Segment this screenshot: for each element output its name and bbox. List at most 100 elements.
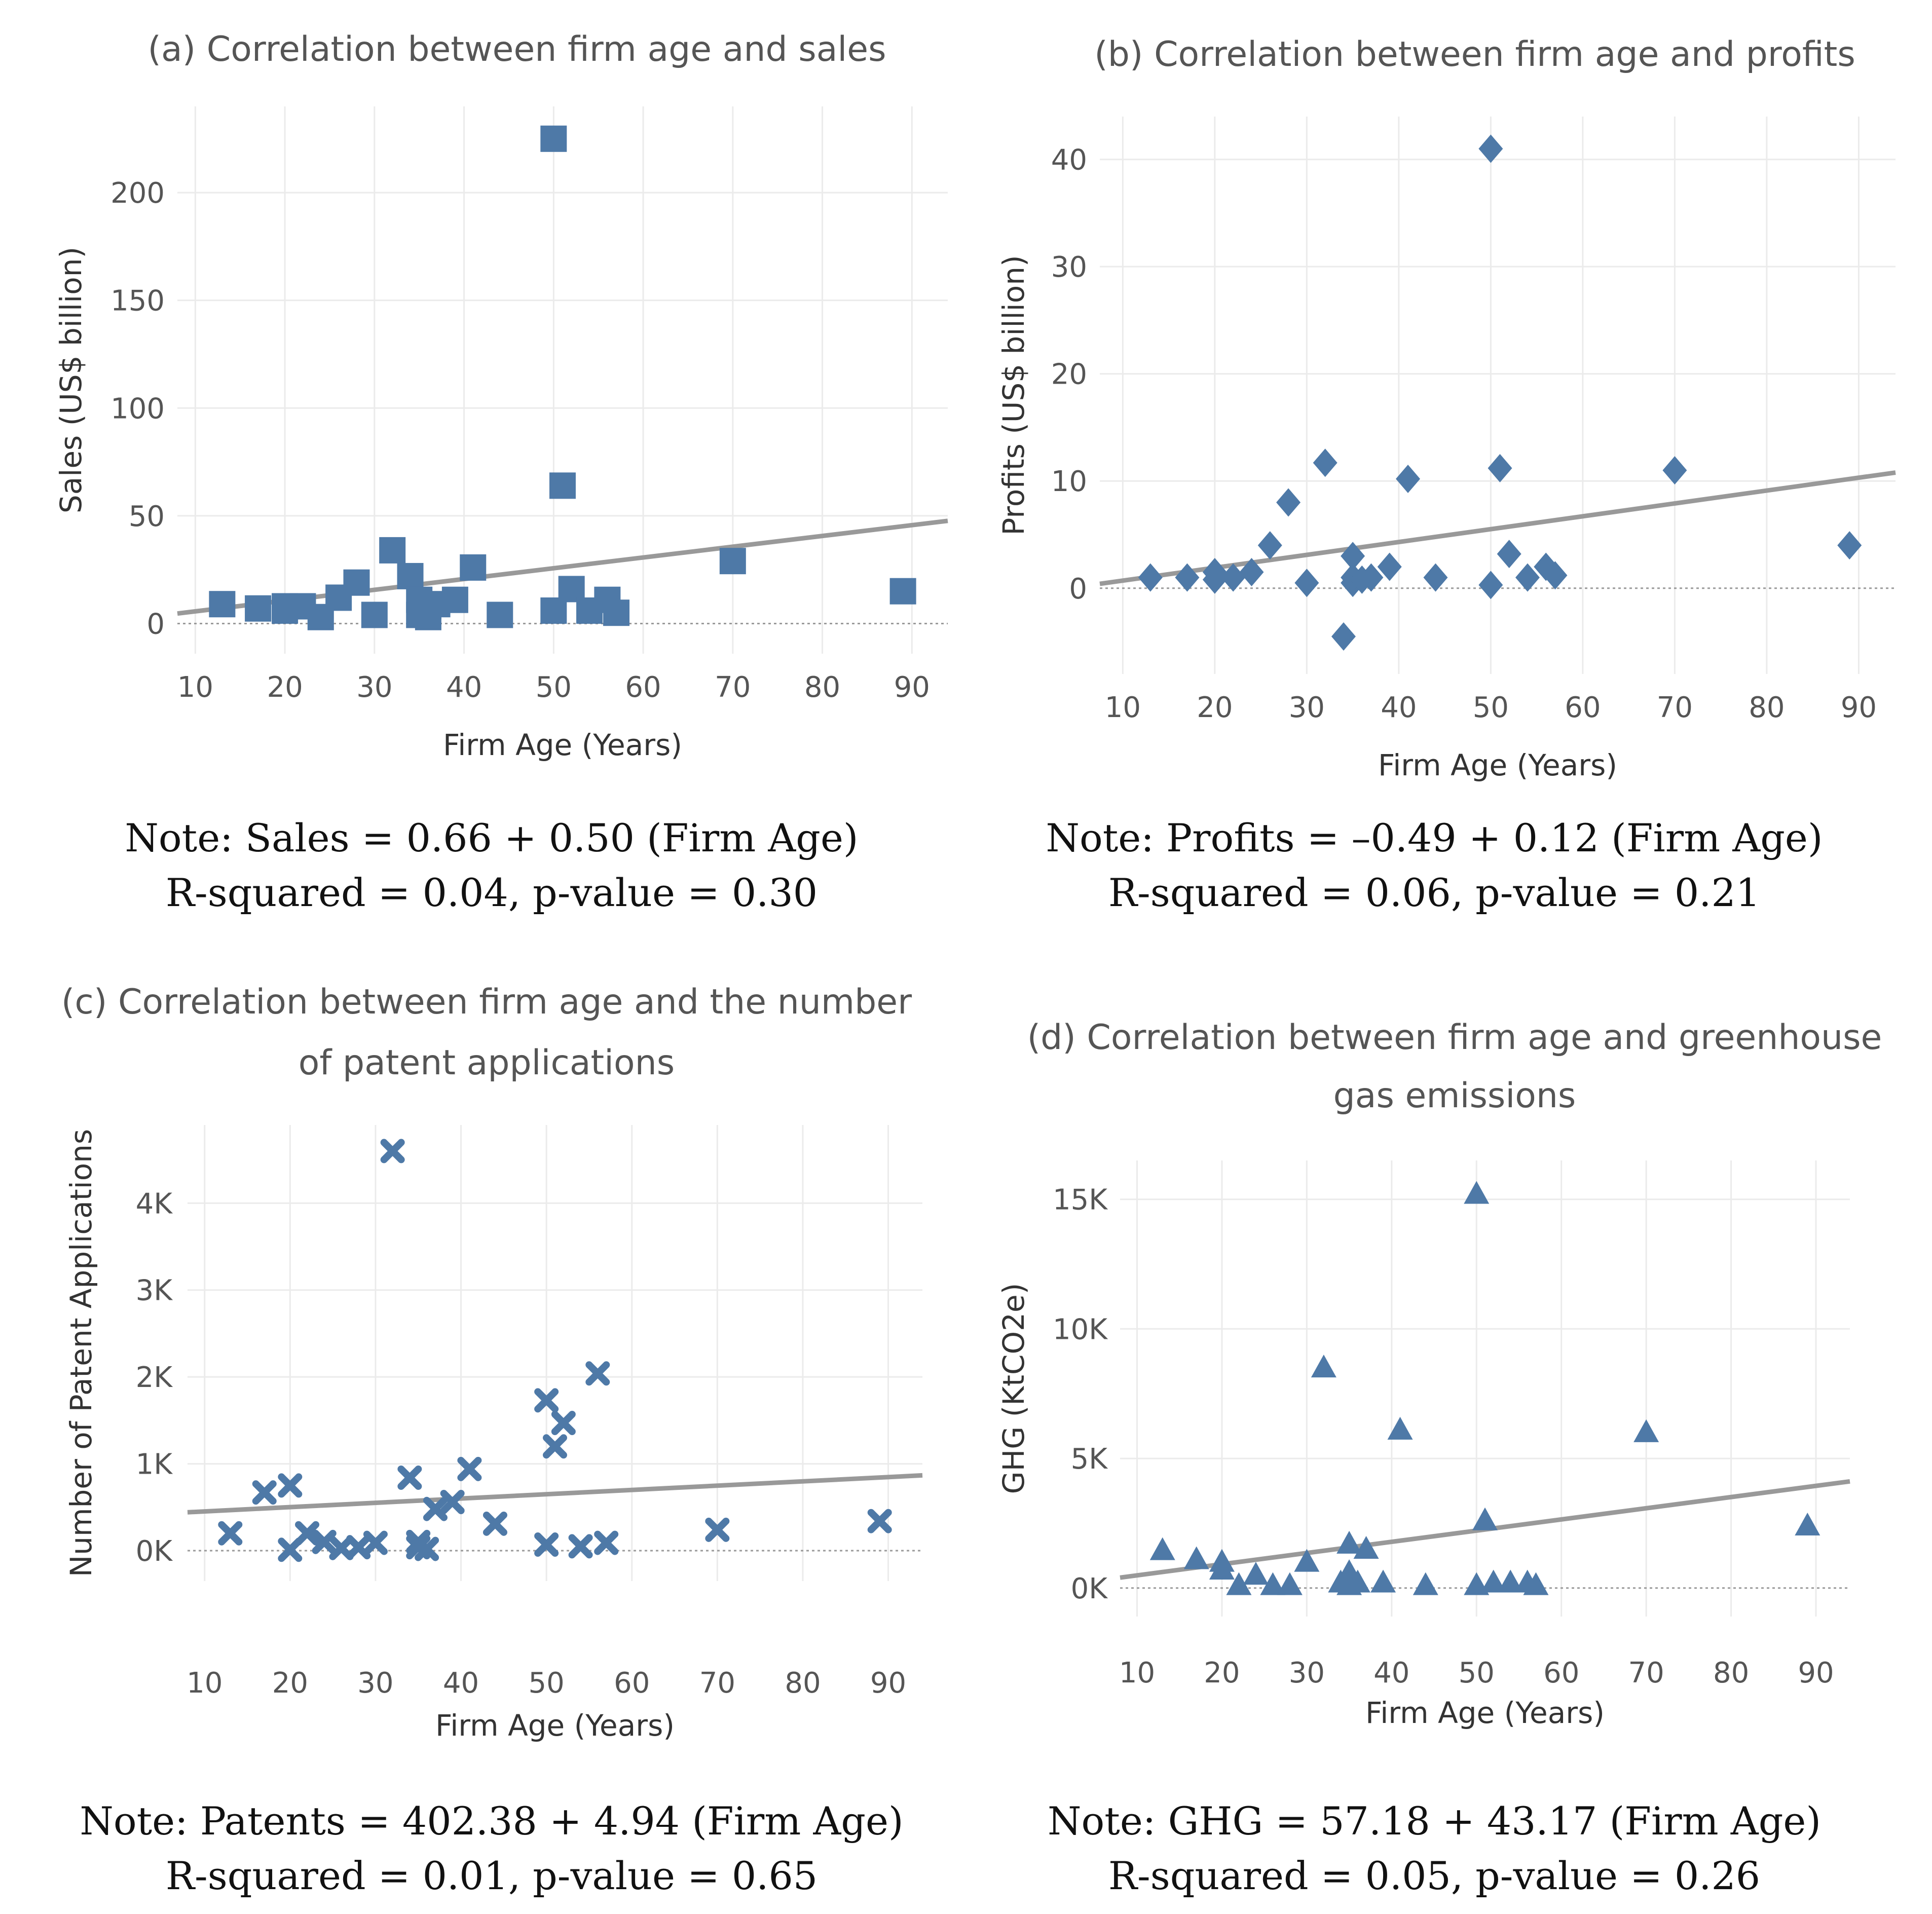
chart-b-point-18 xyxy=(1423,563,1448,592)
chart-a-point-1 xyxy=(245,595,272,622)
chart-d-xtick-2: 30 xyxy=(1289,1657,1325,1690)
chart-c: (c) Correlation between firm age and the… xyxy=(61,982,923,1743)
chart-c-ytick-2: 2K xyxy=(136,1361,173,1394)
chart-a-ylabel: Sales (US$ billion) xyxy=(54,247,88,513)
chart-d-xtick-0: 10 xyxy=(1119,1657,1155,1690)
panel-c: (c) Correlation between firm age and the… xyxy=(0,963,963,1784)
chart-b-point-23 xyxy=(1515,563,1540,592)
chart-a-point-19 xyxy=(540,125,567,152)
chart-b-point-5 xyxy=(1239,558,1264,587)
chart-a-point-25 xyxy=(603,599,630,626)
panel-a: (a) Correlation between firm age and sal… xyxy=(0,0,963,821)
chart-c-point-18 xyxy=(534,1388,559,1413)
chart-b-point-26 xyxy=(1662,456,1687,485)
chart-d-point-0 xyxy=(1149,1537,1175,1560)
chart-b-xtick-3: 40 xyxy=(1381,691,1417,724)
chart-b-point-16 xyxy=(1377,552,1402,581)
note-c-equation: Note: Patents = 402.38 + 4.94 (Firm Age) xyxy=(80,1798,904,1844)
chart-a-xtick-2: 30 xyxy=(356,671,392,704)
chart-a-ytick-2: 100 xyxy=(110,392,165,425)
chart-b-xtick-4: 50 xyxy=(1473,691,1509,724)
chart-b-point-21 xyxy=(1488,454,1512,482)
chart-c-title-line-0: (c) Correlation between firm age and the… xyxy=(61,982,912,1022)
chart-d-ytick-2: 10K xyxy=(1053,1313,1108,1346)
note-c-stats: R-squared = 0.01, p-value = 0.65 xyxy=(165,1853,818,1898)
chart-c-xtick-0: 10 xyxy=(187,1667,222,1700)
chart-c-point-24 xyxy=(594,1530,619,1555)
chart-b-xtick-8: 90 xyxy=(1841,691,1877,724)
chart-a-xtick-7: 80 xyxy=(804,671,840,704)
chart-d-xtick-3: 40 xyxy=(1373,1657,1409,1690)
chart-b-point-19 xyxy=(1478,134,1503,163)
chart-b-point-27 xyxy=(1837,531,1862,560)
chart-b-point-1 xyxy=(1175,563,1200,592)
chart-d-point-17 xyxy=(1387,1416,1413,1440)
chart-b-point-10 xyxy=(1331,622,1356,651)
chart-d-title-line-0: (d) Correlation between firm age and gre… xyxy=(1027,1018,1882,1058)
chart-b-point-7 xyxy=(1276,488,1301,517)
chart-b-xtick-6: 70 xyxy=(1657,691,1693,724)
chart-d: (d) Correlation between firm age and gre… xyxy=(996,1018,1882,1730)
chart-d-xtick-6: 70 xyxy=(1628,1657,1664,1690)
chart-b-point-0 xyxy=(1138,563,1163,592)
chart-a-xlabel: Firm Age (Years) xyxy=(443,728,682,762)
chart-d-point-14 xyxy=(1345,1569,1370,1593)
chart-d-point-9 xyxy=(1311,1355,1336,1378)
chart-d-point-27 xyxy=(1795,1513,1820,1536)
note-d-stats: R-squared = 0.05, p-value = 0.26 xyxy=(1108,1853,1761,1898)
chart-d-ytick-3: 15K xyxy=(1053,1184,1108,1217)
chart-b-ylabel: Profits (US$ billion) xyxy=(996,255,1031,535)
chart-c-point-13 xyxy=(415,1536,439,1561)
chart-b-xlabel: Firm Age (Years) xyxy=(1378,748,1617,782)
chart-b-point-8 xyxy=(1294,569,1319,597)
chart-b-ytick-0: 0 xyxy=(1069,573,1087,606)
chart-d-xlabel: Firm Age (Years) xyxy=(1365,1696,1605,1730)
chart-d-point-23 xyxy=(1498,1569,1524,1593)
chart-a: (a) Correlation between firm age and sal… xyxy=(54,29,948,762)
chart-a-xtick-3: 40 xyxy=(446,671,482,704)
chart-d-point-7 xyxy=(1277,1572,1303,1595)
note-b-equation: Note: Profits = –0.49 + 0.12 (Firm Age) xyxy=(1046,815,1823,860)
chart-a-point-17 xyxy=(460,554,487,581)
chart-c-xtick-3: 40 xyxy=(443,1667,479,1700)
chart-d-point-22 xyxy=(1480,1569,1506,1593)
note-a: Note: Sales = 0.66 + 0.50 (Firm Age) R-s… xyxy=(30,811,953,920)
note-a-stats: R-squared = 0.04, p-value = 0.30 xyxy=(165,870,818,915)
chart-b-xtick-1: 20 xyxy=(1197,691,1233,724)
chart-b: (b) Correlation between firm age and pro… xyxy=(996,34,1896,782)
chart-a-xtick-1: 20 xyxy=(267,671,303,704)
chart-a-point-0 xyxy=(209,591,236,618)
chart-a-point-10 xyxy=(397,562,424,589)
chart-c-point-4 xyxy=(295,1521,320,1546)
chart-a-xtick-8: 90 xyxy=(894,671,930,704)
chart-b-xtick-7: 80 xyxy=(1749,691,1785,724)
note-c: Note: Patents = 402.38 + 4.94 (Firm Age)… xyxy=(30,1794,953,1903)
chart-b-ytick-4: 40 xyxy=(1051,144,1087,177)
chart-a-ytick-4: 200 xyxy=(110,177,165,210)
chart-c-point-8 xyxy=(363,1530,388,1555)
chart-b-point-17 xyxy=(1396,465,1421,493)
chart-d-point-21 xyxy=(1472,1507,1498,1530)
chart-d-point-4 xyxy=(1226,1572,1252,1595)
chart-a-point-16 xyxy=(441,586,468,613)
chart-c-point-16 xyxy=(457,1456,482,1481)
chart-c-xtick-8: 90 xyxy=(870,1667,906,1700)
chart-d-xtick-5: 60 xyxy=(1543,1657,1579,1690)
chart-b-xtick-2: 30 xyxy=(1289,691,1325,724)
chart-c-ylabel: Number of Patent Applications xyxy=(64,1129,98,1577)
chart-c-point-9 xyxy=(380,1139,405,1164)
note-d: Note: GHG = 57.18 + 43.17 (Firm Age) R-s… xyxy=(973,1794,1896,1903)
chart-d-point-15 xyxy=(1353,1536,1379,1559)
chart-c-point-20 xyxy=(543,1434,567,1459)
chart-b-point-3 xyxy=(1202,565,1227,594)
note-b-stats: R-squared = 0.06, p-value = 0.21 xyxy=(1108,870,1761,915)
note-a-equation: Note: Sales = 0.66 + 0.50 (Firm Age) xyxy=(125,815,859,860)
chart-c-point-19 xyxy=(534,1532,559,1557)
chart-d-xtick-1: 20 xyxy=(1204,1657,1240,1690)
chart-b-xtick-5: 60 xyxy=(1565,691,1601,724)
chart-c-ytick-3: 3K xyxy=(136,1274,173,1307)
chart-d-ytick-0: 0K xyxy=(1071,1572,1108,1605)
chart-c-ytick-4: 4K xyxy=(136,1187,173,1220)
chart-c-point-14 xyxy=(423,1496,448,1521)
note-d-equation: Note: GHG = 57.18 + 43.17 (Firm Age) xyxy=(1048,1798,1821,1844)
